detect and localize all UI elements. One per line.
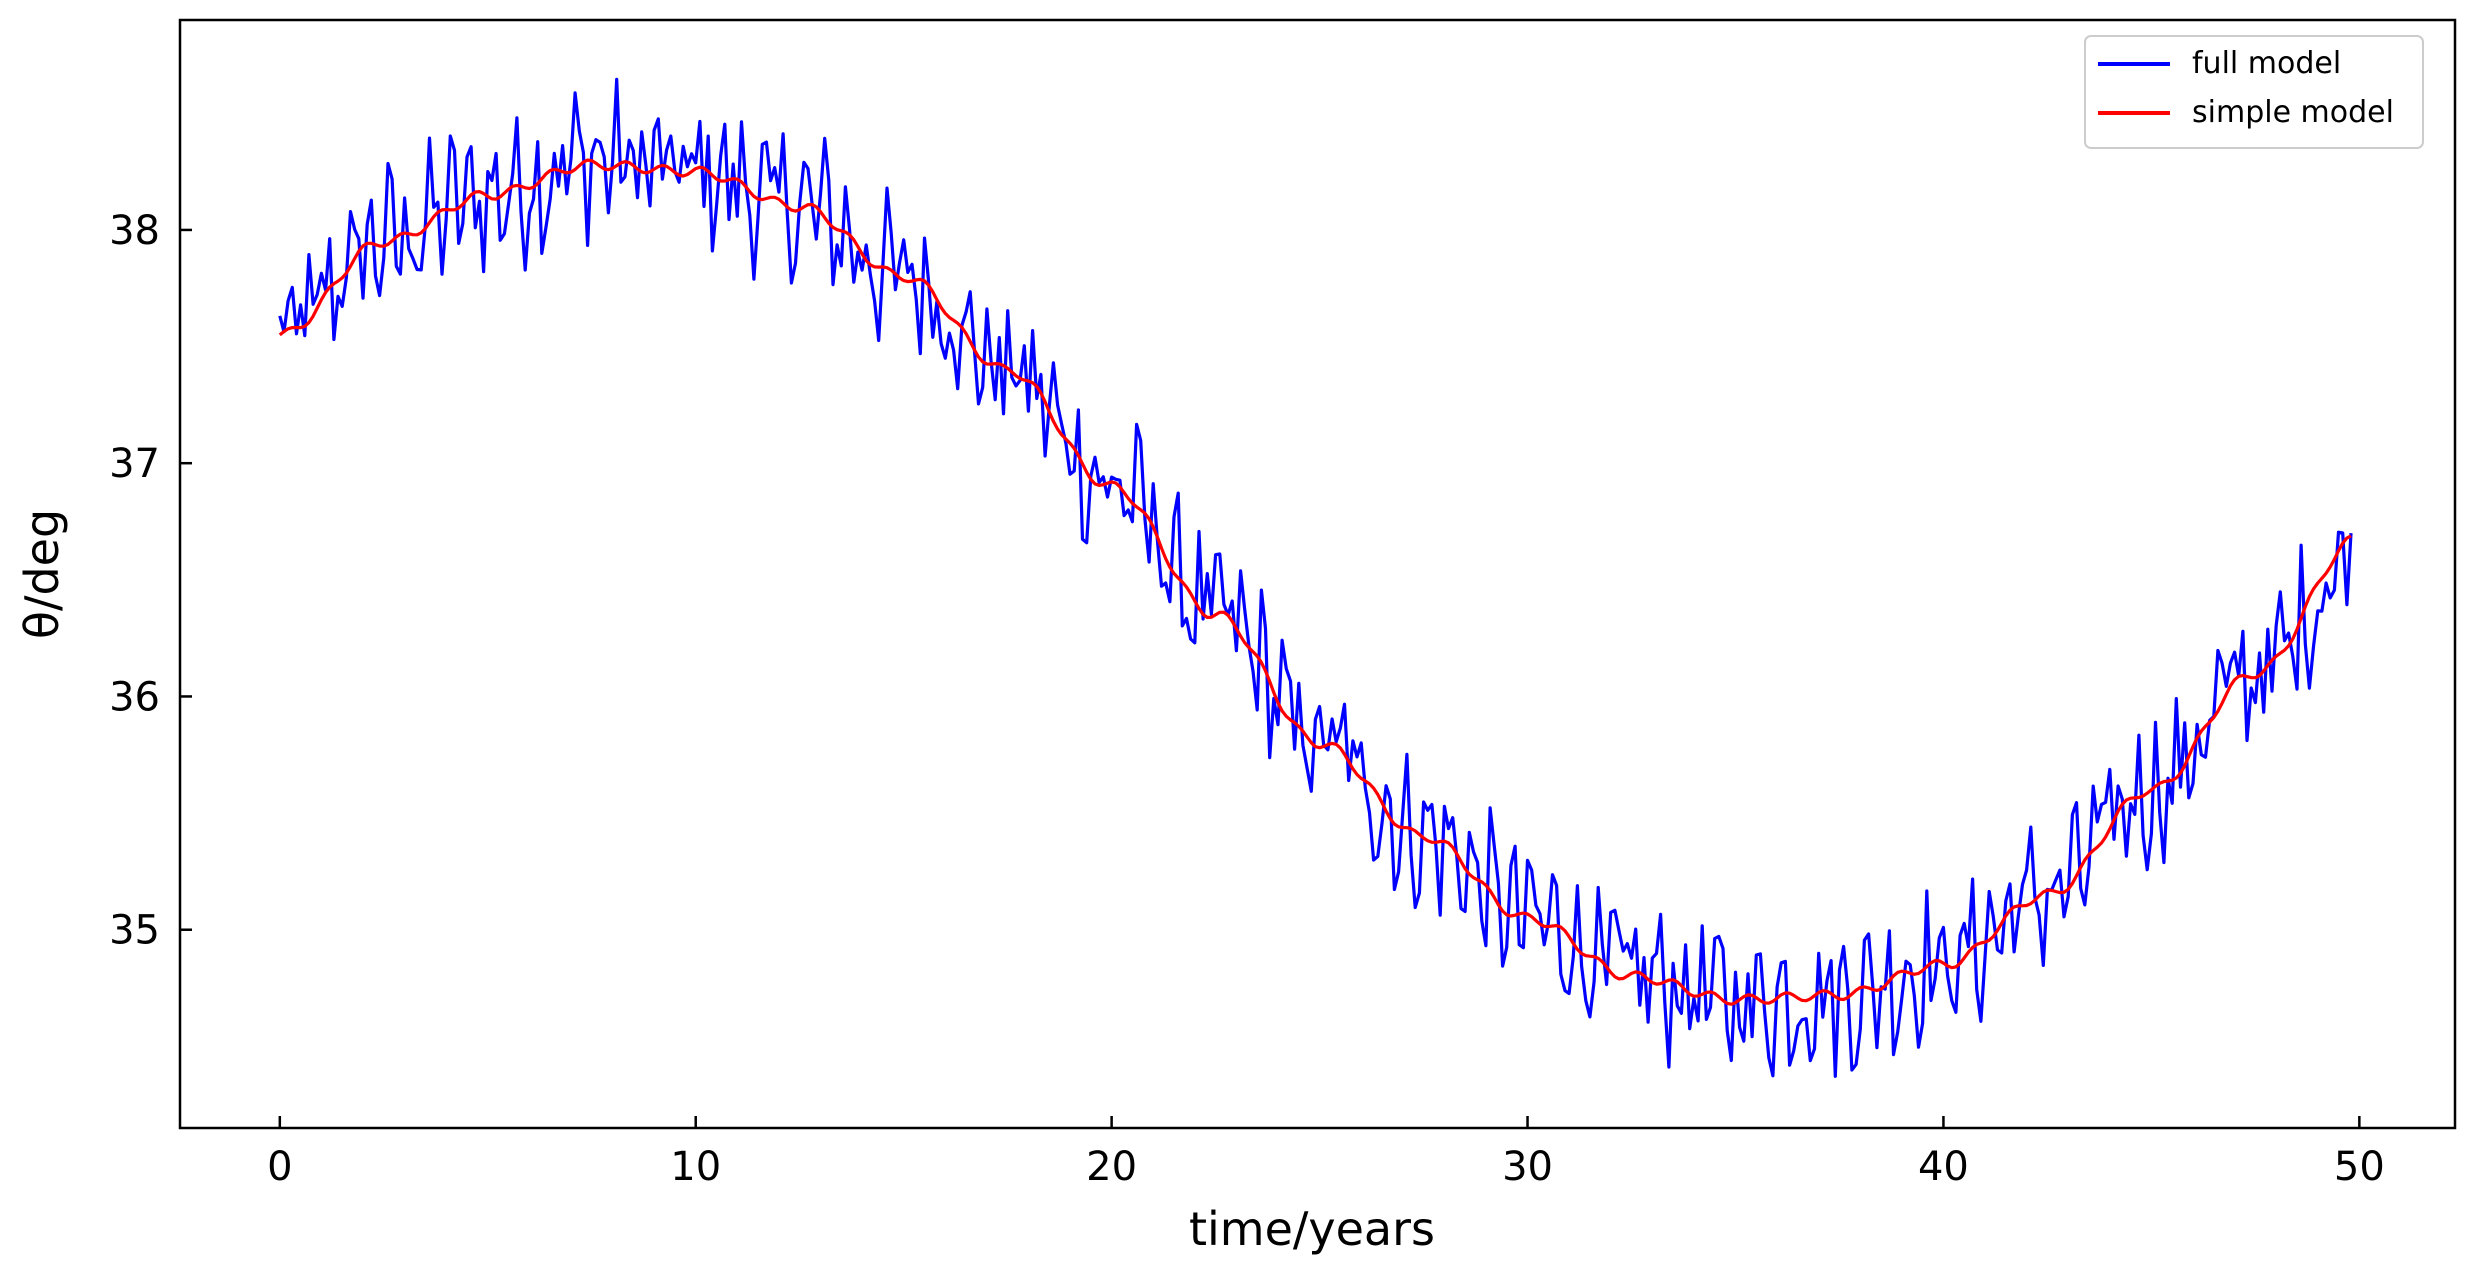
x-tick-label: 10: [670, 1144, 721, 1190]
series-simple-model-line: [278, 158, 2352, 1006]
y-tick-label: 37: [109, 441, 160, 487]
series-layer: [278, 77, 2353, 1078]
y-tick-label: 35: [109, 908, 160, 954]
y-axis-ticks: 35 36 37 38: [109, 208, 192, 954]
legend-label-full-model: full model: [2192, 46, 2341, 81]
x-tick-label: 0: [267, 1144, 292, 1190]
plot-area: [178, 18, 2457, 1130]
x-axis-label: time/years: [1189, 1202, 1435, 1256]
legend: full model simple model: [2084, 35, 2424, 149]
x-tick-label: 40: [1918, 1144, 1969, 1190]
x-tick-label: 50: [2334, 1144, 2385, 1190]
y-tick-label: 36: [109, 674, 160, 720]
y-axis-label: θ/deg: [15, 509, 69, 639]
series-full-model-line: [278, 77, 2353, 1078]
x-tick-label: 20: [1086, 1144, 1137, 1190]
legend-label-simple-model: simple model: [2192, 95, 2394, 130]
x-axis-ticks: 0 10 20 30 40 50: [267, 1116, 2385, 1190]
y-tick-label: 38: [109, 208, 160, 254]
x-tick-label: 30: [1502, 1144, 1553, 1190]
